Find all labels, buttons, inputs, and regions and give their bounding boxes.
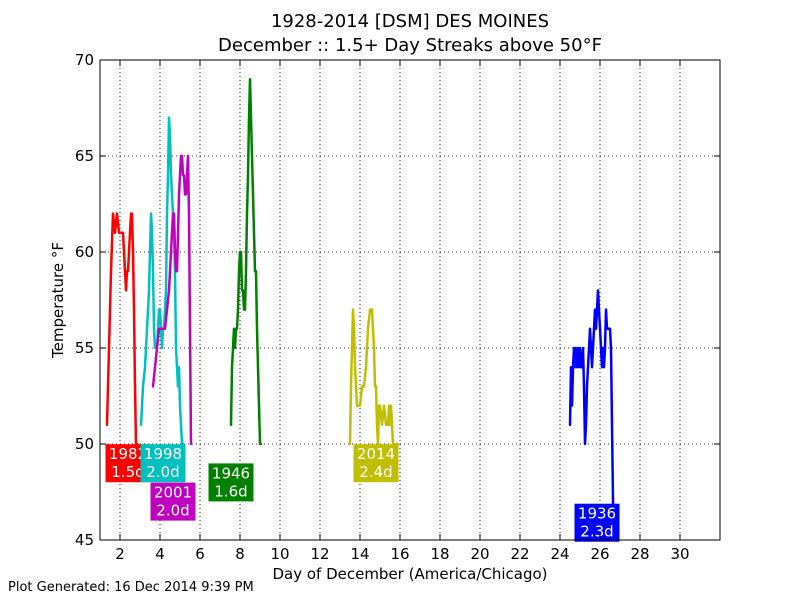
- annotation-layer: 19821.5d19982.0d20012.0d19461.6d20142.4d…: [105, 444, 620, 542]
- streak-label-box: [353, 444, 399, 483]
- y-tick-label: 65: [75, 147, 94, 165]
- streak-label-text: 2.0d: [146, 463, 179, 481]
- streak-label-text: 2001: [154, 484, 192, 502]
- streak-label-text: 1946: [212, 464, 250, 482]
- x-tick-label: 2: [115, 545, 125, 563]
- y-tick-label: 60: [75, 243, 94, 261]
- x-tick-label: 8: [235, 545, 245, 563]
- streak-label-text: 1.6d: [214, 482, 247, 500]
- x-tick-label: 26: [590, 545, 609, 563]
- chart-subtitle: December :: 1.5+ Day Streaks above 50°F: [218, 35, 602, 56]
- series-line-2014: [348, 308, 400, 446]
- x-tick-label: 30: [670, 545, 689, 563]
- x-tick-label: 10: [270, 545, 289, 563]
- x-axis-label: Day of December (America/Chicago): [272, 565, 547, 583]
- streak-label-box: [140, 444, 186, 483]
- streak-label-text: 2.4d: [359, 463, 392, 481]
- x-tick-label: 14: [350, 545, 369, 563]
- series-line-1936: [568, 289, 620, 542]
- x-tick-label: 18: [430, 545, 449, 563]
- streak-label-text: 1.5d: [111, 463, 144, 481]
- plot-frame: [99, 59, 721, 541]
- series-line-1982: [105, 212, 139, 446]
- y-tick-label: 55: [75, 339, 94, 357]
- x-tick-label: 16: [390, 545, 409, 563]
- streak-label-box: [574, 503, 620, 542]
- x-tick-label: 28: [630, 545, 649, 563]
- streak-label-text: 1998: [144, 445, 182, 463]
- x-tick-label: 6: [195, 545, 205, 563]
- streak-label-text: 2.0d: [156, 502, 189, 520]
- plot-generated-footer: Plot Generated: 16 Dec 2014 9:39 PM: [8, 580, 254, 595]
- x-tick-label: 12: [310, 545, 329, 563]
- series-line-1998: [139, 116, 185, 446]
- streak-label-text: 1982: [109, 445, 147, 463]
- streak-label-text: 2014: [357, 445, 395, 463]
- x-tick-label: 20: [470, 545, 489, 563]
- y-tick-label: 45: [75, 531, 94, 549]
- x-tick-label: 24: [550, 545, 569, 563]
- streak-label-text: 2.3d: [580, 523, 613, 541]
- chart-title: 1928-2014 [DSM] DES MOINES: [271, 11, 549, 32]
- streak-label-text: 1936: [578, 505, 616, 523]
- y-axis-label: Temperature °F: [49, 242, 67, 359]
- series-line-1946: [229, 77, 263, 446]
- y-tick-label: 70: [75, 51, 94, 69]
- y-tick-label: 50: [75, 435, 94, 453]
- series-line-2001: [151, 154, 193, 446]
- x-tick-label: 22: [510, 545, 529, 563]
- streak-label-box: [150, 482, 196, 521]
- series-layer: [105, 77, 620, 542]
- streak-label-box: [208, 463, 254, 502]
- x-tick-label: 4: [155, 545, 165, 563]
